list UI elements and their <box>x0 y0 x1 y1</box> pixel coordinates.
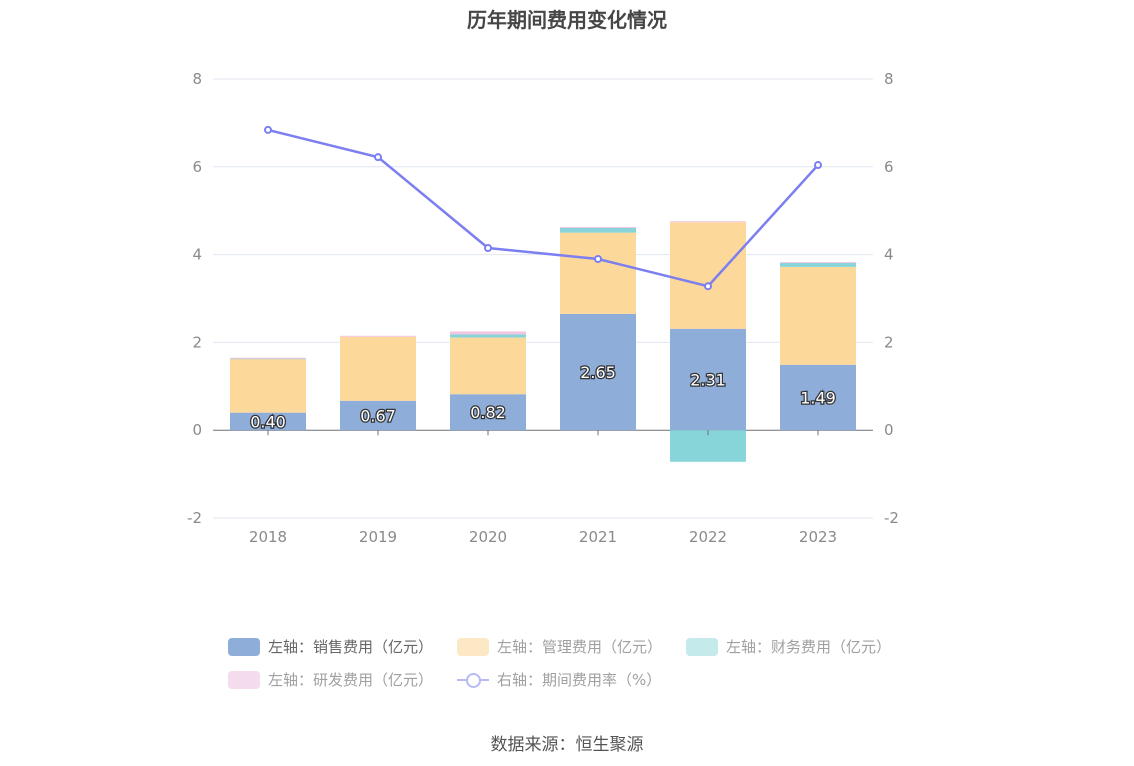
bar-admin-2023 <box>780 266 856 365</box>
y-left-tick-label: 4 <box>192 246 202 264</box>
bar-finance-2020 <box>450 334 526 338</box>
y-right-tick-label: 8 <box>884 70 894 88</box>
legend-swatch-admin <box>457 637 490 656</box>
x-tick-label: 2021 <box>579 528 617 546</box>
expense-rate-point <box>374 153 382 162</box>
legend-label-admin: 左轴：管理费用（亿元） <box>497 638 663 656</box>
legend-swatch-rnd <box>228 670 260 689</box>
legend-label-expense-rate: 右轴：期间费用率（%） <box>497 671 662 689</box>
expense-rate-point <box>594 254 602 263</box>
source-note: 数据来源：恒生聚源 <box>490 735 644 755</box>
legend-label-sales: 左轴：销售费用（亿元） <box>268 638 434 656</box>
expense-rate-line <box>267 128 819 288</box>
legend-swatch-finance <box>686 637 719 656</box>
y-right-tick-label: 6 <box>884 158 894 176</box>
legend-item-finance[interactable]: 左轴：财务费用（亿元） <box>686 636 891 657</box>
x-tick-label: 2018 <box>249 528 287 546</box>
bar-data-label: 2.65 <box>580 363 616 382</box>
legend-item-expense-rate[interactable]: 右轴：期间费用率（%） <box>457 669 661 690</box>
y-left-tick-label: -2 <box>187 509 202 527</box>
y-left-tick-label: 2 <box>192 333 202 351</box>
bar-sales-2021 <box>560 313 636 431</box>
x-tick-label: 2023 <box>799 528 837 546</box>
bar-data-label: 0.82 <box>470 403 506 422</box>
expense-rate-point <box>814 161 822 170</box>
legend-swatch-sales <box>228 637 260 656</box>
legend: 左轴：销售费用（亿元） 左轴：管理费用（亿元） 左轴：财务费用（亿元） 左轴：研… <box>228 630 928 696</box>
legend-item-rnd[interactable]: 左轴：研发费用（亿元） <box>228 669 433 690</box>
y-left-tick-label: 8 <box>192 70 202 88</box>
bar-sales-2023 <box>780 364 856 431</box>
y-right-tick-label: 2 <box>884 333 894 351</box>
y-right-tick-label: 0 <box>884 421 894 439</box>
x-tick-label: 2019 <box>359 528 397 546</box>
legend-line-icon <box>457 671 490 689</box>
bar-rnd-2019 <box>340 335 416 337</box>
legend-label-rnd: 左轴：研发费用（亿元） <box>268 671 434 689</box>
bar-admin-2019 <box>340 336 416 401</box>
y-left-tick-label: 0 <box>192 421 202 439</box>
legend-item-admin[interactable]: 左轴：管理费用（亿元） <box>457 636 662 657</box>
bar-sales-2018 <box>230 412 306 431</box>
bar-finance-2023 <box>780 262 856 267</box>
bar-sales-2019 <box>340 400 416 431</box>
bar-admin-2021 <box>560 232 636 314</box>
expense-rate-point <box>484 244 492 253</box>
bar-data-label: 0.40 <box>250 412 286 431</box>
legend-item-sales[interactable]: 左轴：销售费用（亿元） <box>228 636 433 657</box>
bar-rnd-2023 <box>780 262 856 264</box>
bar-rnd-2022 <box>670 221 746 223</box>
chart-area: -2 0 2 4 6 8 -2 0 2 4 6 8 2018 0.40 2019 0.67 2020 0.82 20… <box>187 70 899 546</box>
bar-rnd-2021 <box>560 226 636 228</box>
bar-finance-2022 <box>670 430 746 462</box>
expense-rate-point <box>264 125 272 134</box>
x-tick-label: 2022 <box>689 528 727 546</box>
bar-sales-2022 <box>670 328 746 431</box>
chart-title: 历年期间费用变化情况 <box>467 8 667 32</box>
bar-rnd-2020 <box>450 331 526 335</box>
bar-data-label: 2.31 <box>690 370 726 389</box>
y-right-tick-label: -2 <box>884 509 899 527</box>
legend-label-finance: 左轴：财务费用（亿元） <box>726 638 892 656</box>
bar-sales-2020 <box>450 394 526 431</box>
y-left-tick-label: 6 <box>192 158 202 176</box>
bar-data-label: 1.49 <box>800 388 836 407</box>
bar-finance-2021 <box>560 227 636 233</box>
x-tick-label: 2020 <box>469 528 507 546</box>
expense-rate-point <box>704 282 712 291</box>
bar-admin-2020 <box>450 337 526 395</box>
bar-admin-2018 <box>230 358 306 413</box>
bar-rnd-2018 <box>230 357 306 359</box>
bar-admin-2022 <box>670 222 746 329</box>
bar-data-label: 0.67 <box>360 406 396 425</box>
y-right-tick-label: 4 <box>884 246 894 264</box>
